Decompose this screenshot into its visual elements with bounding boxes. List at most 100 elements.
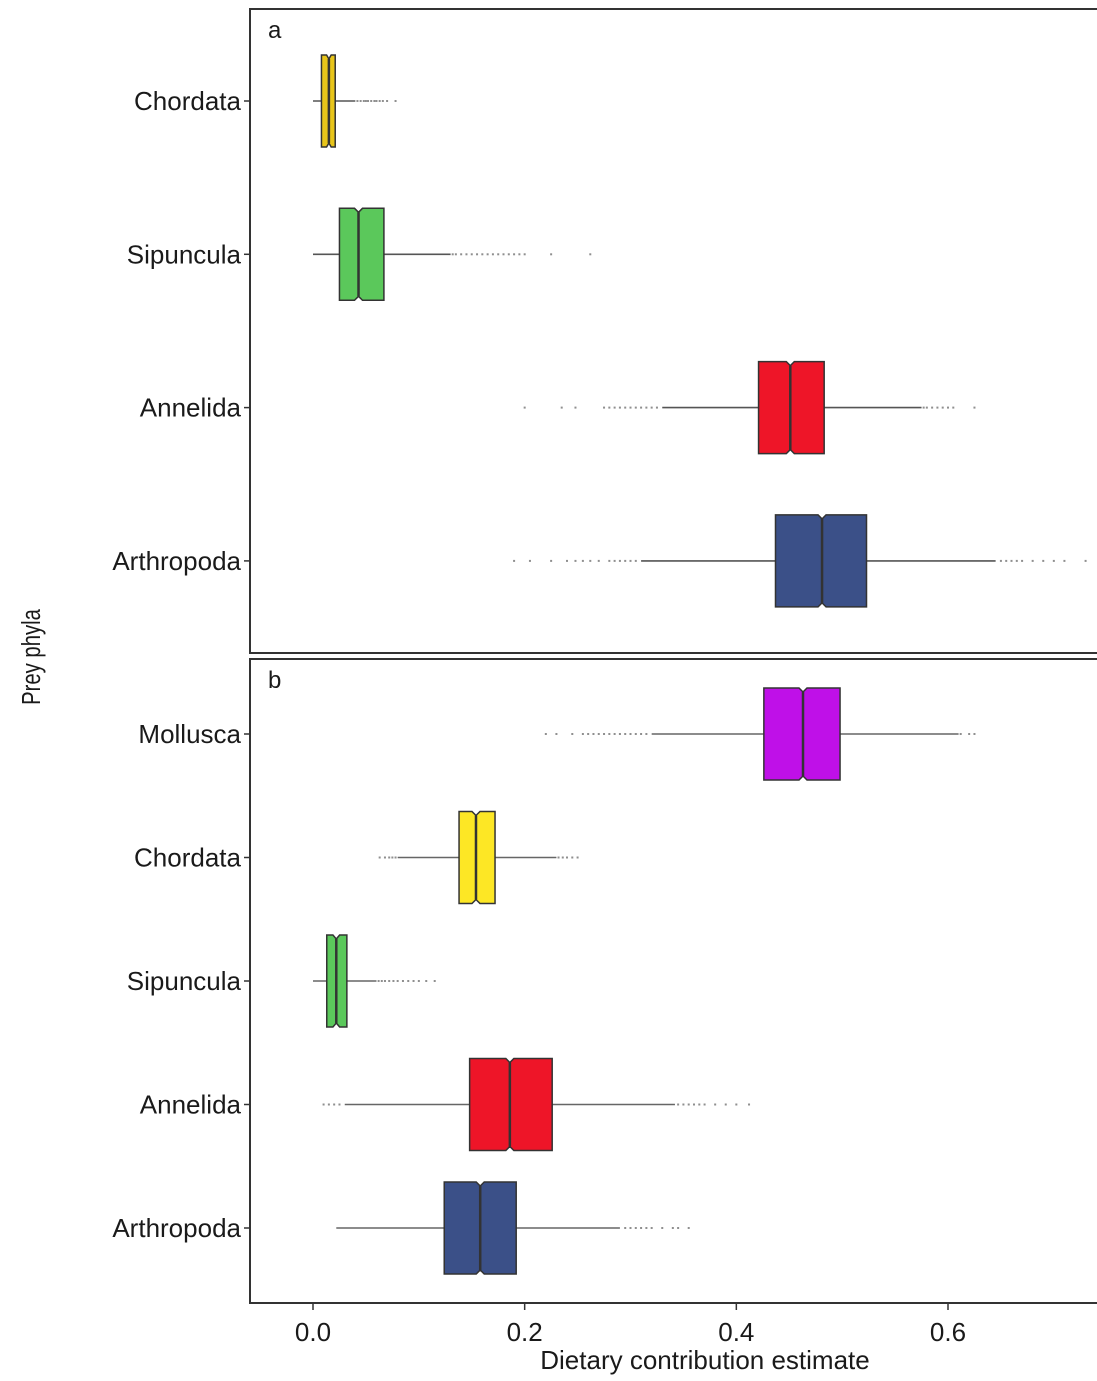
outlier-point	[597, 559, 600, 562]
outlier-point	[394, 856, 397, 859]
outlier-point	[629, 406, 632, 409]
outlier-point	[629, 733, 632, 735]
outlier-point	[557, 856, 560, 859]
outlier-point	[396, 980, 399, 982]
outlier-point	[571, 733, 574, 735]
category-label: Mollusca	[138, 719, 241, 749]
outlier-point	[544, 733, 547, 735]
outlier-point	[412, 980, 415, 982]
panel-frame	[249, 8, 1097, 654]
outlier-point	[574, 406, 577, 409]
outlier-point	[640, 733, 643, 735]
outlier-point	[629, 1227, 632, 1229]
outlier-point	[1005, 559, 1008, 562]
category-label: Arthropoda	[112, 1213, 241, 1243]
outlier-point	[624, 1227, 627, 1229]
outlier-point	[608, 733, 611, 735]
outlier-point	[378, 100, 381, 102]
outlier-point	[381, 100, 384, 102]
outlier-point	[634, 559, 637, 562]
outlier-point	[634, 406, 637, 409]
outlier-point	[370, 100, 373, 102]
outlier-point	[952, 406, 955, 409]
box-annelida-b: Annelida	[140, 1057, 751, 1152]
outlier-point	[597, 733, 600, 735]
outlier-point	[581, 733, 584, 735]
outlier-point	[941, 406, 944, 409]
panel-tag: a	[268, 17, 282, 44]
outlier-point	[618, 406, 621, 409]
outlier-point	[1063, 559, 1066, 562]
outlier-point	[613, 559, 616, 562]
outlier-point	[383, 980, 386, 982]
outlier-point	[687, 1103, 690, 1106]
outlier-point	[640, 1227, 643, 1229]
outlier-point	[682, 1103, 685, 1106]
outlier-point	[925, 406, 928, 409]
outlier-point	[592, 733, 595, 735]
outlier-point	[375, 100, 378, 102]
outlier-point	[748, 1103, 751, 1106]
outlier-point	[608, 406, 611, 409]
outlier-point	[491, 253, 494, 256]
outlier-point	[634, 1227, 637, 1229]
outlier-point	[968, 733, 971, 735]
outlier-point	[1031, 559, 1034, 562]
outlier-point	[433, 980, 436, 982]
outlier-point	[425, 980, 428, 982]
outlier-point	[931, 406, 934, 409]
outlier-point	[322, 1103, 325, 1106]
outlier-point	[1015, 559, 1018, 562]
outlier-point	[677, 1227, 680, 1229]
box-sipuncula-a: Sipuncula	[127, 207, 592, 302]
outlier-point	[555, 733, 558, 735]
outlier-point	[587, 733, 590, 735]
outlier-point	[383, 856, 386, 859]
outlier-point	[392, 980, 395, 982]
outlier-point	[703, 1103, 706, 1106]
outlier-point	[624, 406, 627, 409]
outlier-point	[936, 406, 939, 409]
outlier-point	[377, 980, 380, 982]
outlier-point	[518, 253, 521, 256]
outlier-point	[407, 980, 410, 982]
outlier-point	[507, 253, 510, 256]
outlier-point	[571, 856, 574, 859]
outlier-point	[947, 406, 949, 409]
outlier-point	[338, 1103, 341, 1106]
outlier-point	[476, 253, 479, 256]
outlier-point	[1010, 559, 1013, 562]
panel-a: a Chordata Sipuncula Annelida Arthropoda	[112, 8, 1097, 654]
outlier-point	[391, 856, 394, 859]
x-tick-label: 0.6	[930, 1317, 966, 1347]
outlier-point	[589, 253, 592, 256]
outlier-point	[655, 406, 658, 409]
outlier-point	[470, 253, 473, 256]
box-body	[338, 207, 385, 302]
outlier-point	[454, 253, 457, 256]
outlier-point	[394, 100, 397, 102]
outlier-point	[1052, 559, 1055, 562]
outlier-point	[1042, 559, 1045, 562]
outlier-point	[327, 1103, 330, 1106]
outlier-point	[1021, 559, 1024, 562]
outlier-point	[373, 100, 376, 102]
outlier-point	[333, 1103, 336, 1106]
category-label: Arthropoda	[112, 546, 241, 576]
outlier-point	[566, 856, 568, 859]
outlier-point	[497, 253, 500, 256]
outlier-point	[513, 559, 516, 562]
outlier-point	[523, 406, 526, 409]
box-annelida-a: Annelida	[140, 360, 976, 455]
outlier-point	[724, 1103, 727, 1106]
outlier-point	[589, 559, 592, 562]
outlier-point	[650, 406, 653, 409]
outlier-point	[561, 856, 564, 859]
outlier-point	[603, 733, 606, 735]
outlier-point	[356, 100, 359, 102]
box-arthropoda-a: Arthropoda	[112, 514, 1087, 608]
outlier-point	[581, 559, 584, 562]
category-label: Sipuncula	[127, 239, 242, 269]
outlier-point	[613, 733, 616, 735]
box-arthropoda-b: Arthropoda	[112, 1181, 690, 1275]
